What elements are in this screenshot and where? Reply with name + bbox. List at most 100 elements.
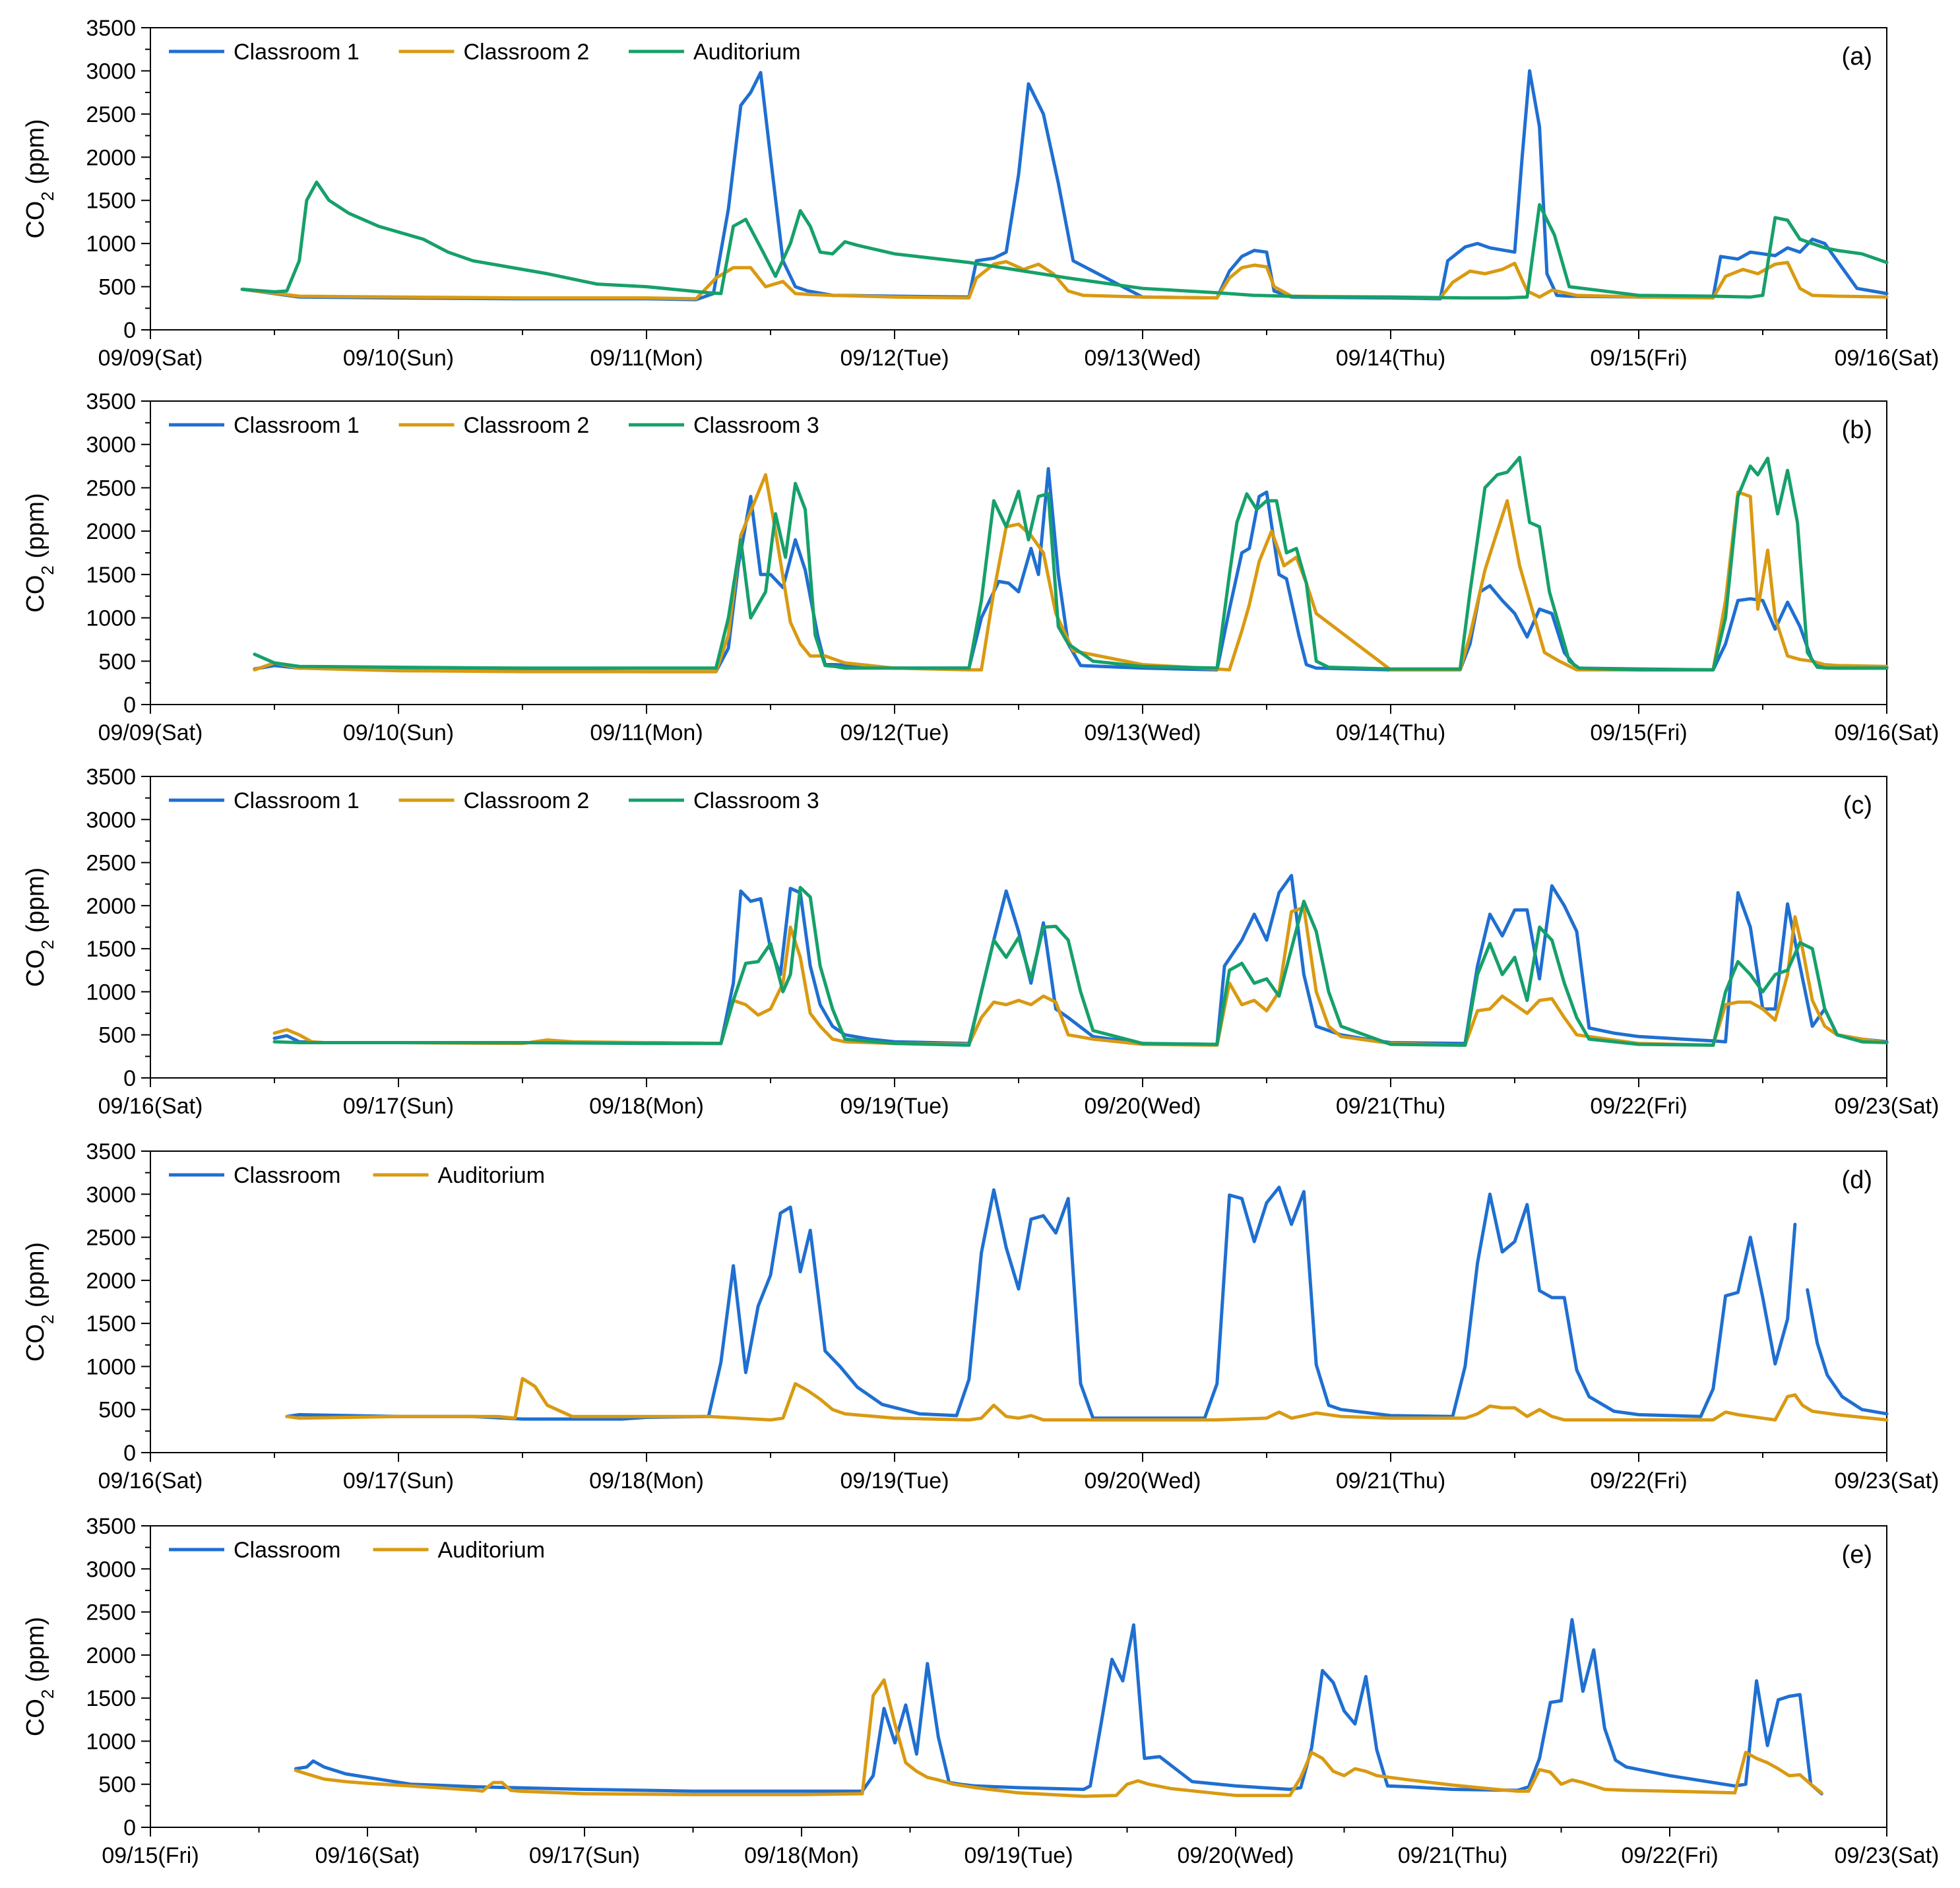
series-line-classroom-2 xyxy=(272,906,1889,1047)
y-tick-label: 3000 xyxy=(86,433,136,458)
series-line-classroom-3 xyxy=(272,885,1889,1047)
x-tick-label: 09/22(Fri) xyxy=(1590,1094,1687,1119)
y-tick-label: 1500 xyxy=(86,189,136,214)
panel-a: 0 500 1000 1500 2000 2500 3000 3500 09/09(Sat) 09… xyxy=(22,16,1939,371)
x-tick-label: 09/23(Sat) xyxy=(1835,1468,1940,1494)
x-tick-label: 09/20(Wed) xyxy=(1084,1468,1201,1494)
legend-entry: Classroom 3 xyxy=(693,788,819,813)
x-tick-label: 09/17(Sun) xyxy=(343,1468,454,1494)
y-tick-label: 2500 xyxy=(86,102,136,127)
series-line-classroom-1 xyxy=(272,873,1889,1046)
y-tick-label: 3000 xyxy=(86,1182,136,1207)
x-tick-label: 09/11(Mon) xyxy=(590,720,703,745)
panel-d: 0 500 1000 1500 2000 2500 3000 3500 09/16(Sat) 09… xyxy=(22,1139,1939,1494)
x-tick-label: 09/16(Sat) xyxy=(1835,720,1940,745)
x-tick-label: 09/18(Mon) xyxy=(589,1468,704,1494)
y-tick-label: 0 xyxy=(123,1066,136,1091)
y-tick-label: 0 xyxy=(123,318,136,343)
y-tick-label: 3000 xyxy=(86,59,136,84)
x-tick-label: 09/16(Sat) xyxy=(1835,346,1940,371)
y-tick-label: 500 xyxy=(98,649,136,674)
y-tick-label: 2500 xyxy=(86,851,136,876)
x-tick-label: 09/14(Thu) xyxy=(1336,346,1445,371)
y-tick-label: 1000 xyxy=(86,980,136,1005)
y-tick-label: 1500 xyxy=(86,563,136,588)
x-tick-label: 09/18(Mon) xyxy=(744,1843,859,1868)
series-line-auditorium xyxy=(240,180,1889,300)
panel-b: 0 500 1000 1500 2000 2500 3000 3500 09/09(Sat) 09… xyxy=(22,389,1939,745)
plot-frame xyxy=(150,1150,1887,1453)
x-tick-label: 09/10(Sun) xyxy=(343,720,454,745)
y-tick-label: 2000 xyxy=(86,894,136,919)
x-tick-label: 09/22(Fri) xyxy=(1621,1843,1718,1868)
plot-frame xyxy=(150,400,1887,705)
panel-label: (d) xyxy=(1842,1166,1872,1194)
y-tick-label: 1000 xyxy=(86,1729,136,1754)
x-tick-label: 09/21(Thu) xyxy=(1398,1843,1507,1868)
legend-entry: Classroom 3 xyxy=(693,413,819,438)
x-tick-label: 09/16(Sat) xyxy=(98,1468,203,1494)
legend-entry: Classroom 1 xyxy=(234,40,360,65)
x-tick-label: 09/19(Tue) xyxy=(964,1843,1073,1868)
legend-entry: Auditorium xyxy=(693,40,801,65)
x-tick-label: 09/11(Mon) xyxy=(590,346,703,371)
series-line-classroom-2 xyxy=(253,473,1889,674)
legend-entry: Classroom xyxy=(234,1163,340,1188)
x-tick-label: 09/15(Fri) xyxy=(1590,346,1687,371)
series-line-classroom xyxy=(294,1618,1823,1796)
legend-entry: Auditorium xyxy=(438,1163,546,1188)
series-line-classroom xyxy=(285,1185,1889,1421)
y-tick-label: 1000 xyxy=(86,1354,136,1379)
y-tick-label: 2000 xyxy=(86,1269,136,1294)
y-tick-label: 1000 xyxy=(86,232,136,257)
x-tick-label: 09/09(Sat) xyxy=(98,346,203,371)
y-axis-title: CO2 (ppm) xyxy=(22,119,57,238)
y-tick-label: 1500 xyxy=(86,937,136,962)
x-tick-label: 09/23(Sat) xyxy=(1835,1843,1940,1868)
y-tick-label: 1500 xyxy=(86,1311,136,1337)
x-tick-label: 09/17(Sun) xyxy=(529,1843,640,1868)
y-tick-label: 2500 xyxy=(86,1600,136,1625)
series-line-classroom-1 xyxy=(253,467,1889,674)
series-line-classroom-1 xyxy=(240,69,1889,301)
y-tick-label: 500 xyxy=(98,1023,136,1048)
y-tick-label: 1000 xyxy=(86,606,136,631)
y-axis-title: CO2 (ppm) xyxy=(22,867,57,987)
x-tick-label: 09/13(Wed) xyxy=(1084,720,1201,745)
y-tick-label: 2000 xyxy=(86,1643,136,1668)
y-tick-label: 2000 xyxy=(86,519,136,544)
x-tick-label: 09/17(Sun) xyxy=(343,1094,454,1119)
x-tick-label: 09/19(Tue) xyxy=(840,1468,949,1494)
x-tick-label: 09/12(Tue) xyxy=(840,720,949,745)
x-tick-label: 09/16(Sat) xyxy=(315,1843,420,1868)
x-tick-label: 09/09(Sat) xyxy=(98,720,203,745)
y-tick-label: 0 xyxy=(123,693,136,718)
x-tick-label: 09/18(Mon) xyxy=(589,1094,704,1119)
y-tick-label: 500 xyxy=(98,1773,136,1798)
y-tick-label: 2500 xyxy=(86,1226,136,1251)
legend-entry: Auditorium xyxy=(438,1538,546,1563)
series-line-classroom-2 xyxy=(240,260,1889,301)
y-axis-title: CO2 (ppm) xyxy=(22,493,57,612)
legend-entry: Classroom 1 xyxy=(234,413,360,438)
series-line-classroom-3 xyxy=(253,455,1889,672)
x-tick-label: 09/10(Sun) xyxy=(343,346,454,371)
x-tick-label: 09/21(Thu) xyxy=(1336,1094,1445,1119)
y-tick-label: 3500 xyxy=(86,16,136,41)
y-tick-label: 3500 xyxy=(86,1514,136,1539)
x-tick-label: 09/22(Fri) xyxy=(1590,1468,1687,1494)
panel-label: (c) xyxy=(1843,792,1872,819)
y-tick-label: 2500 xyxy=(86,476,136,501)
y-axis-title: CO2 (ppm) xyxy=(22,1242,57,1362)
x-tick-label: 09/14(Thu) xyxy=(1336,720,1445,745)
panel-c: 0 500 1000 1500 2000 2500 3000 3500 09/16(Sat) 09… xyxy=(22,765,1939,1119)
x-tick-label: 09/20(Wed) xyxy=(1177,1843,1294,1868)
y-tick-label: 3000 xyxy=(86,807,136,833)
panel-label: (e) xyxy=(1842,1541,1872,1569)
legend-entry: Classroom 2 xyxy=(464,788,590,813)
y-tick-label: 3500 xyxy=(86,389,136,414)
x-tick-label: 09/20(Wed) xyxy=(1084,1094,1201,1119)
series-line-auditorium xyxy=(285,1377,1889,1422)
x-tick-label: 09/19(Tue) xyxy=(840,1094,949,1119)
